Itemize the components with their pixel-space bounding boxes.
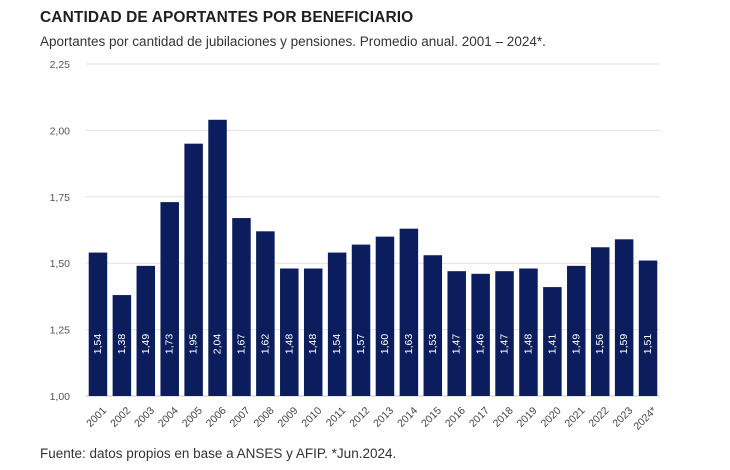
bar-value-label: 1,60	[379, 334, 391, 355]
bar-value-label: 1,73	[164, 334, 176, 355]
y-tick-label: 1,75	[50, 192, 71, 204]
bar	[136, 265, 156, 396]
bar-value-label: 1,51	[642, 334, 654, 355]
x-tick-label: 2018	[491, 405, 516, 430]
bar-value-label: 1,49	[570, 334, 582, 355]
bar-value-label: 1,47	[499, 334, 511, 355]
x-tick-label: 2021	[563, 405, 588, 430]
x-tick-label: 2012	[347, 405, 372, 430]
bar	[256, 231, 275, 396]
y-tick-label: 2,00	[50, 125, 71, 137]
bar-value-label: 1,48	[522, 334, 534, 355]
x-tick-label: 2009	[276, 405, 301, 430]
bar-value-label: 1,49	[140, 334, 152, 355]
bar	[184, 143, 203, 396]
bar-value-label: 1,95	[188, 334, 200, 355]
x-tick-label: 2015	[419, 405, 444, 430]
bar	[519, 268, 538, 396]
bar-value-label: 1,53	[427, 334, 439, 355]
bar	[351, 244, 371, 396]
bar	[280, 268, 299, 396]
bar	[495, 271, 514, 396]
bar-value-label: 1,62	[259, 334, 271, 355]
bar	[399, 228, 419, 396]
x-tick-label: 2013	[371, 405, 396, 430]
bar-value-label: 1,67	[235, 334, 247, 355]
bar-value-label: 1,57	[355, 334, 367, 355]
bar	[447, 271, 466, 396]
bar	[160, 202, 179, 396]
bar	[423, 255, 443, 396]
bar	[471, 273, 490, 396]
chart-subtitle: Aportantes por cantidad de jubilaciones …	[40, 34, 546, 49]
bar-value-label: 1,46	[475, 334, 487, 355]
x-tick-label: 2024*	[631, 405, 659, 433]
y-tick-label: 2,25	[50, 59, 71, 71]
bar-value-label: 1,41	[546, 334, 558, 355]
bar	[375, 236, 395, 396]
bar-value-label: 1,48	[307, 334, 319, 355]
bar-value-label: 1,48	[283, 334, 295, 355]
bar	[112, 295, 132, 396]
bar-value-label: 1,63	[403, 334, 415, 355]
bar	[303, 268, 323, 396]
y-tick-label: 1,00	[50, 391, 71, 403]
x-tick-label: 2016	[443, 405, 468, 430]
bar-value-label: 1,38	[116, 334, 128, 355]
x-tick-label: 2003	[132, 405, 157, 430]
bar	[567, 265, 586, 396]
bar-value-label: 1,59	[618, 334, 630, 355]
x-tick-label: 2004	[156, 405, 181, 430]
bar	[88, 252, 108, 396]
x-tick-label: 2006	[204, 405, 229, 430]
x-tick-label: 2014	[395, 405, 420, 430]
bar-value-label: 1,54	[331, 334, 343, 355]
x-tick-label: 2023	[610, 405, 635, 430]
x-tick-label: 2010	[299, 405, 324, 430]
x-tick-label: 2011	[324, 405, 349, 430]
bar-value-label: 1,47	[451, 334, 463, 355]
bar	[543, 287, 562, 396]
bar	[614, 239, 634, 396]
bar	[208, 119, 227, 396]
x-tick-label: 2002	[108, 405, 133, 430]
x-tick-label: 2008	[252, 405, 277, 430]
x-tick-label: 2005	[180, 405, 205, 430]
bar	[638, 260, 658, 396]
x-tick-label: 2007	[228, 405, 253, 430]
x-tick-label: 2022	[586, 405, 611, 430]
y-tick-label: 1,25	[50, 325, 71, 337]
bar	[590, 247, 610, 396]
x-tick-label: 2020	[539, 405, 564, 430]
bar-value-label: 2,04	[212, 334, 224, 355]
bar	[327, 252, 347, 396]
bar-value-label: 1,54	[92, 334, 104, 355]
y-tick-label: 1,50	[50, 258, 71, 270]
x-tick-label: 2001	[84, 405, 109, 430]
x-tick-label: 2017	[467, 405, 492, 430]
chart-source: Fuente: datos propios en base a ANSES y …	[40, 446, 397, 461]
chart-title: CANTIDAD DE APORTANTES POR BENEFICIARIO	[40, 9, 414, 26]
x-tick-label: 2019	[515, 405, 540, 430]
bar	[232, 218, 251, 396]
bar-value-label: 1,56	[594, 334, 606, 355]
